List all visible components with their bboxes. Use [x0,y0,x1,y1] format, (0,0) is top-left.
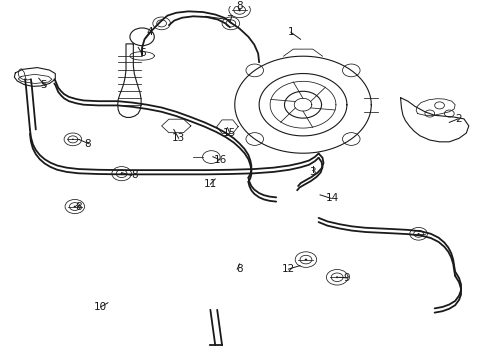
Text: 8: 8 [75,202,82,212]
Text: 3: 3 [309,167,315,177]
Text: 13: 13 [172,133,185,143]
Text: 8: 8 [236,1,243,11]
Text: 2: 2 [455,114,462,124]
Text: 8: 8 [84,139,91,149]
Circle shape [120,173,122,175]
Text: 14: 14 [325,193,338,203]
Text: 8: 8 [236,264,243,274]
Circle shape [335,276,338,278]
Circle shape [74,206,76,207]
Text: 1: 1 [287,27,294,37]
Text: 8: 8 [131,170,138,180]
Text: 6: 6 [139,49,145,58]
Text: 7: 7 [226,15,233,25]
Text: 11: 11 [203,179,217,189]
Text: 16: 16 [213,154,226,165]
Text: 12: 12 [281,264,294,274]
Circle shape [417,233,419,234]
Text: 4: 4 [146,27,152,37]
Circle shape [304,258,306,261]
Text: 10: 10 [94,302,107,312]
Text: 9: 9 [343,273,349,283]
Text: 5: 5 [40,80,47,90]
Circle shape [238,9,241,11]
Circle shape [72,139,74,140]
Text: 15: 15 [223,128,236,138]
